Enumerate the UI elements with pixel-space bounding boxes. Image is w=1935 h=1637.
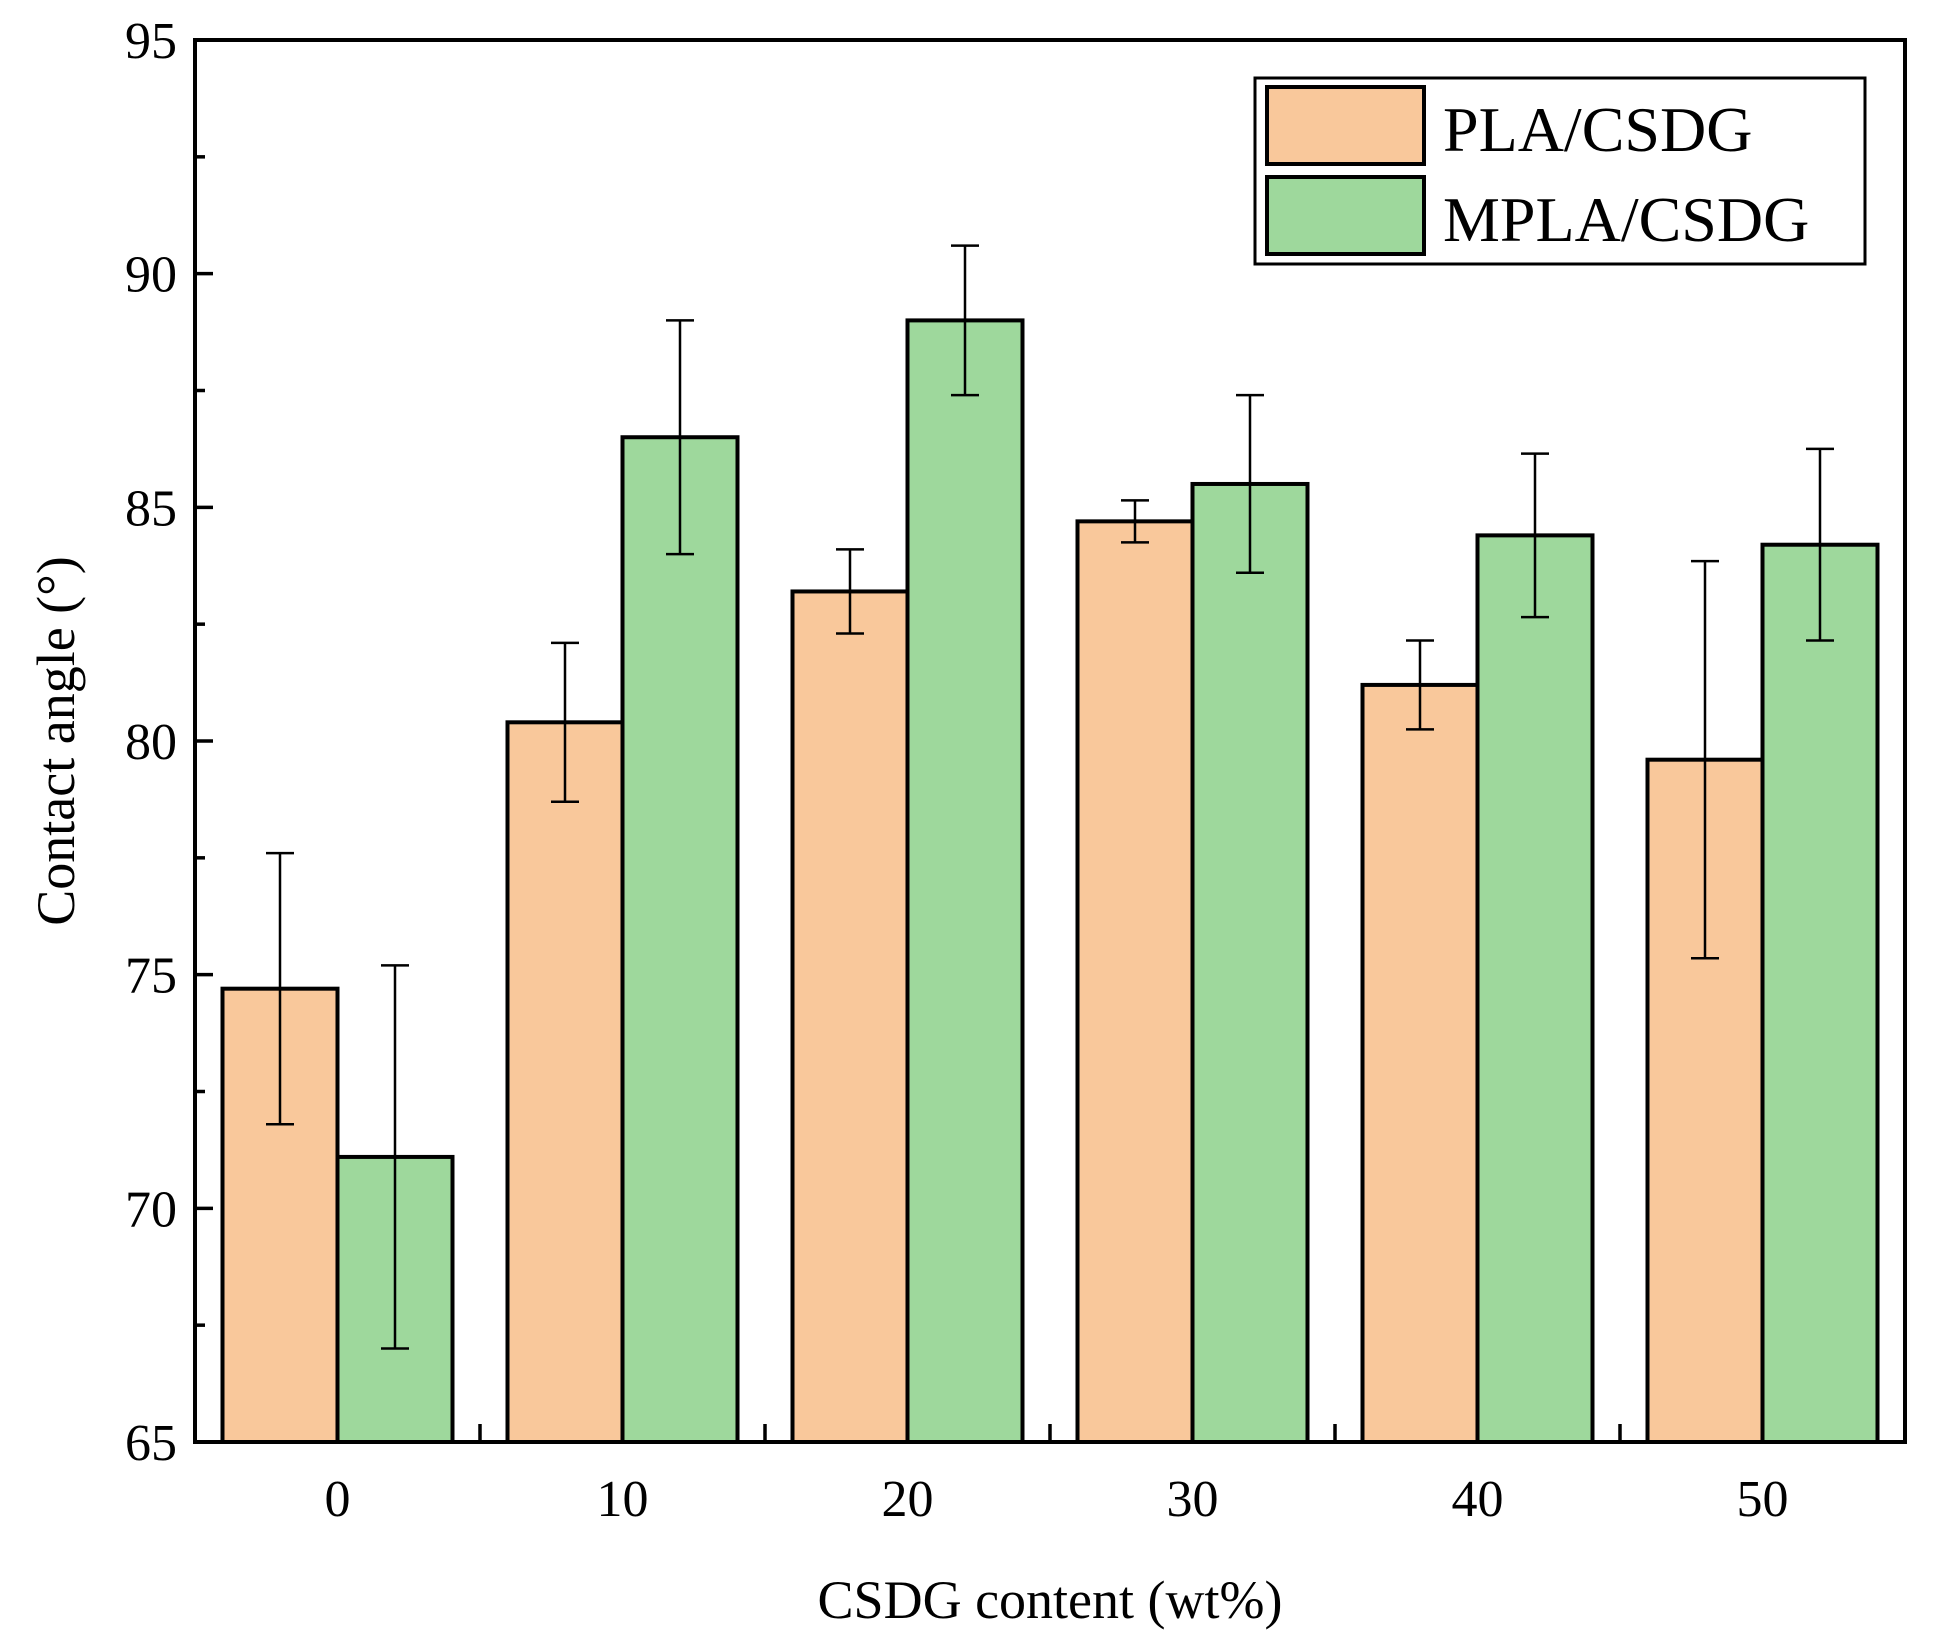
y-tick-label-65: 65 bbox=[125, 1415, 177, 1472]
axis-ticks-layer bbox=[195, 38, 1765, 1444]
y-tick-label-85: 85 bbox=[125, 480, 177, 537]
bar-mpla-csdg-40 bbox=[1475, 533, 1595, 1444]
legend-label-mpla-csdg: MPLA/CSDG bbox=[1443, 184, 1809, 255]
y-tick-label-75: 75 bbox=[125, 948, 177, 1005]
legend-swatch-mpla-csdg bbox=[1265, 175, 1426, 256]
y-tick-label-90: 90 bbox=[125, 247, 177, 304]
x-tick-label-20: 20 bbox=[882, 1471, 934, 1528]
x-tick-label-10: 10 bbox=[597, 1471, 649, 1528]
y-tick-label-70: 70 bbox=[125, 1181, 177, 1238]
x-tick-label-50: 50 bbox=[1737, 1471, 1789, 1528]
legend: PLA/CSDG MPLA/CSDG bbox=[1253, 76, 1867, 266]
legend-swatch-pla-csdg bbox=[1265, 85, 1426, 166]
bar-mpla-csdg-10 bbox=[620, 435, 740, 1444]
bar-mpla-csdg-50 bbox=[1760, 542, 1880, 1444]
bar-mpla-csdg-20 bbox=[905, 318, 1025, 1444]
x-tick-label-30: 30 bbox=[1167, 1471, 1219, 1528]
y-axis-title: Contact angle (°) bbox=[26, 556, 86, 925]
legend-label-pla-csdg: PLA/CSDG bbox=[1443, 94, 1752, 165]
bar-pla-csdg-10 bbox=[505, 720, 625, 1444]
x-tick-label-40: 40 bbox=[1452, 1471, 1504, 1528]
y-tick-label-80: 80 bbox=[125, 714, 177, 771]
y-tick-label-95: 95 bbox=[125, 13, 177, 70]
error-bars-layer bbox=[266, 244, 1834, 1350]
tick-labels-layer: 65 70 75 80 85 90 95 0 10 20 30 40 50 bbox=[125, 13, 1789, 1528]
bar-pla-csdg-30 bbox=[1075, 519, 1195, 1444]
bar-pla-csdg-20 bbox=[790, 589, 910, 1444]
bar-pla-csdg-40 bbox=[1360, 682, 1480, 1444]
bar-mpla-csdg-30 bbox=[1190, 481, 1310, 1444]
x-axis-title: CSDG content (wt%) bbox=[818, 1570, 1283, 1630]
x-tick-label-0: 0 bbox=[325, 1471, 351, 1528]
bars-layer bbox=[220, 318, 1880, 1444]
